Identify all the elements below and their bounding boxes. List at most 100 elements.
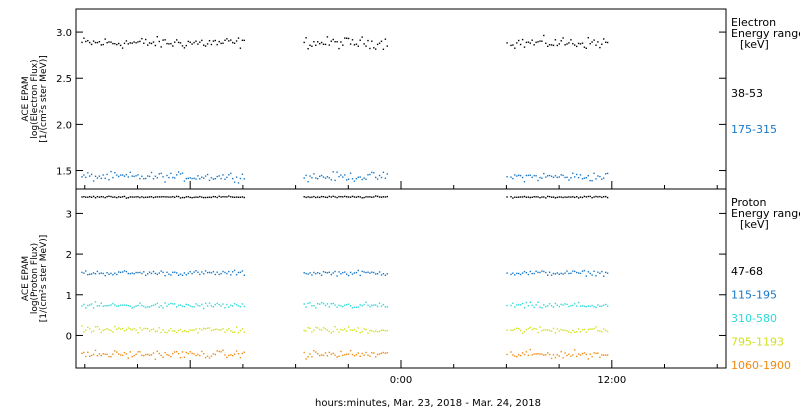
data-point (560, 174, 562, 176)
data-point (218, 175, 220, 177)
data-point (516, 304, 518, 306)
data-point (176, 272, 178, 274)
data-point (183, 196, 186, 199)
data-point (554, 332, 557, 334)
data-point (96, 195, 99, 198)
data-point (510, 273, 512, 276)
data-point (232, 196, 234, 198)
data-point (365, 271, 367, 274)
data-point (237, 37, 240, 39)
data-point (365, 301, 367, 304)
data-point (601, 331, 603, 333)
data-point (336, 171, 338, 173)
data-point (344, 328, 346, 330)
data-point (583, 328, 586, 331)
data-point (92, 180, 95, 182)
data-point (332, 352, 334, 355)
data-point (365, 328, 367, 331)
data-point (135, 175, 137, 177)
data-point (311, 356, 313, 358)
data-point (98, 196, 101, 198)
data-point (121, 196, 124, 198)
data-point (550, 330, 553, 332)
data-point (176, 174, 178, 176)
data-point (535, 175, 537, 177)
data-point (373, 196, 375, 198)
data-point (332, 330, 334, 333)
data-point (545, 176, 547, 178)
data-point (90, 331, 93, 333)
data-point (183, 272, 186, 274)
data-point (139, 196, 141, 199)
data-point (347, 353, 350, 355)
data-point (512, 302, 514, 304)
data-point (349, 271, 352, 274)
data-point (108, 355, 110, 358)
data-point (241, 352, 244, 355)
data-point (108, 273, 110, 275)
data-point (330, 196, 332, 198)
data-point (525, 174, 528, 177)
data-point (195, 303, 197, 305)
data-point (574, 196, 576, 199)
data-point (330, 179, 332, 181)
data-point (324, 43, 327, 46)
data-point (237, 196, 240, 198)
data-point (187, 40, 189, 43)
y-axis-title-electron: [1/(cm²s ster MeV)] (39, 55, 49, 142)
data-point (154, 358, 157, 360)
data-point (523, 195, 526, 198)
data-point (537, 271, 539, 274)
data-point (147, 44, 149, 46)
data-point (216, 328, 218, 330)
data-point (529, 270, 531, 273)
data-point (147, 353, 149, 356)
data-point (558, 355, 560, 357)
data-point (531, 354, 533, 356)
data-point (100, 196, 102, 198)
data-point (197, 304, 199, 307)
data-point (174, 271, 176, 273)
data-point (208, 179, 211, 182)
data-point (230, 354, 232, 356)
data-point (98, 353, 101, 355)
data-point (587, 358, 589, 360)
data-point (328, 195, 330, 198)
data-point (160, 354, 162, 357)
data-point (371, 330, 373, 332)
data-point (193, 196, 195, 199)
data-point (147, 273, 149, 275)
data-point (89, 355, 91, 357)
x-tick-label: 0:00 (390, 375, 412, 386)
data-point (547, 305, 549, 307)
data-point (83, 303, 85, 306)
data-point (214, 178, 216, 180)
data-point (328, 177, 330, 179)
data-point (210, 196, 213, 199)
data-point (599, 272, 601, 274)
data-point (560, 303, 562, 306)
data-point (177, 304, 180, 307)
data-point (531, 196, 533, 198)
data-point (355, 43, 358, 45)
data-point (525, 41, 528, 44)
data-point (320, 354, 323, 356)
data-point (355, 354, 358, 356)
data-point (514, 274, 516, 276)
data-point (199, 195, 201, 198)
data-point (330, 353, 332, 355)
data-point (158, 306, 160, 308)
data-point (158, 196, 160, 198)
data-point (237, 271, 240, 274)
data-point (241, 270, 244, 272)
data-point (230, 196, 232, 198)
data-point (363, 328, 365, 330)
data-point (516, 196, 518, 198)
data-point (603, 275, 605, 277)
data-point (145, 177, 147, 180)
data-point (349, 329, 352, 331)
data-point (309, 353, 311, 355)
data-point (319, 43, 321, 45)
data-point (230, 304, 232, 306)
data-point (216, 43, 218, 46)
